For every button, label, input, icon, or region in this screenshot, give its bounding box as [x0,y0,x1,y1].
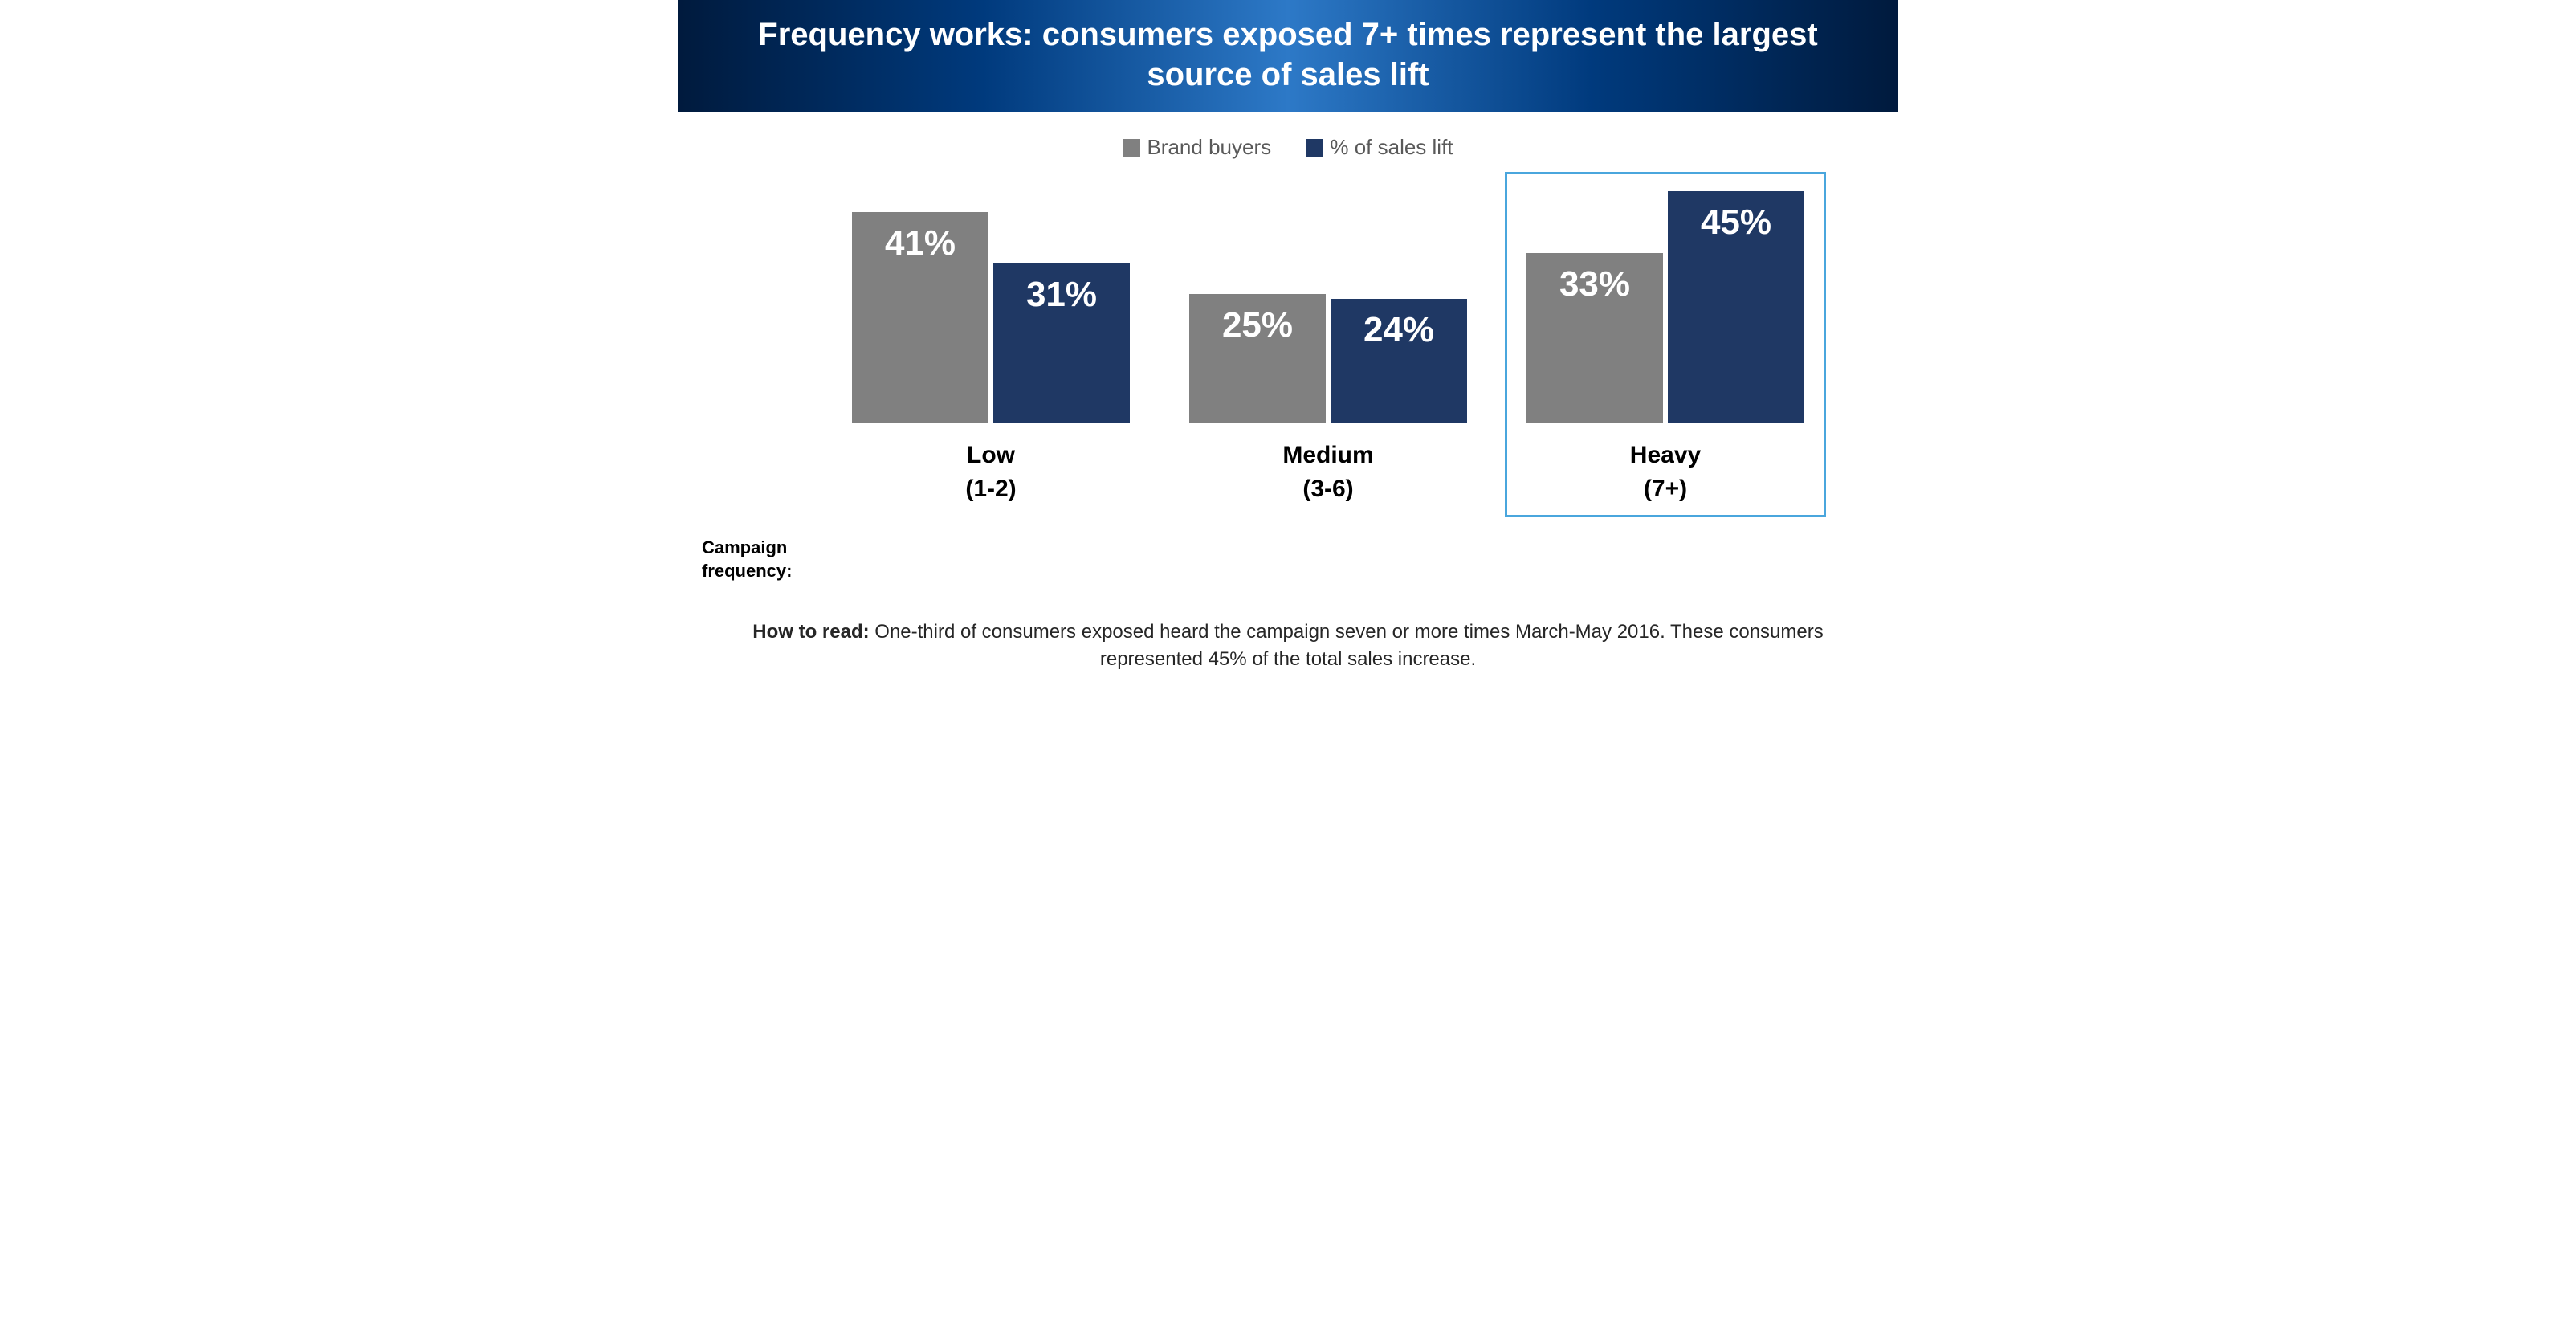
category-label: Heavy(7+) [1630,439,1701,506]
footnote-lead: How to read: [752,621,869,643]
bar-sales_lift: 45% [1668,191,1804,423]
x-axis-title-line2: frequency: [702,561,792,581]
bars: 25%24% [1189,294,1467,423]
legend-label-sales-lift: % of sales lift [1330,135,1453,160]
chart-area: Brand buyers % of sales lift Campaign fr… [678,112,1898,514]
footnote-text: One-third of consumers exposed heard the… [870,621,1824,671]
legend-swatch-sales-lift [1306,139,1323,157]
bar-sales_lift: 31% [993,263,1130,423]
legend-label-brand-buyers: Brand buyers [1147,135,1271,160]
bar-brand_buyers: 41% [852,212,988,423]
bar-group-heavy: 33%45% Heavy(7+) [1497,191,1834,506]
bar-group-medium: 25%24% Medium(3-6) [1160,294,1497,506]
x-axis-title: Campaign frequency: [702,537,830,582]
legend-item-sales-lift: % of sales lift [1306,135,1453,160]
category-label: Medium(3-6) [1282,439,1373,506]
legend-swatch-brand-buyers [1123,139,1140,157]
page-title: Frequency works: consumers exposed 7+ ti… [758,17,1817,92]
bars: 41%31% [852,212,1130,423]
bar-brand_buyers: 33% [1526,253,1663,423]
bar-brand_buyers: 25% [1189,294,1326,423]
bars: 33%45% [1526,191,1804,423]
title-banner: Frequency works: consumers exposed 7+ ti… [678,0,1898,112]
category-label: Low(1-2) [965,439,1016,506]
x-axis-title-line1: Campaign [702,537,787,557]
legend-item-brand-buyers: Brand buyers [1123,135,1271,160]
bar-sales_lift: 24% [1331,299,1467,423]
chart-legend: Brand buyers % of sales lift [702,135,1874,162]
bar-groups-container: Campaign frequency: 41%31%Low(1-2)25%24%… [702,191,1874,506]
bar-group-low: 41%31% Low(1-2) [822,212,1160,506]
footnote: How to read: One-third of consumers expo… [678,619,1898,694]
